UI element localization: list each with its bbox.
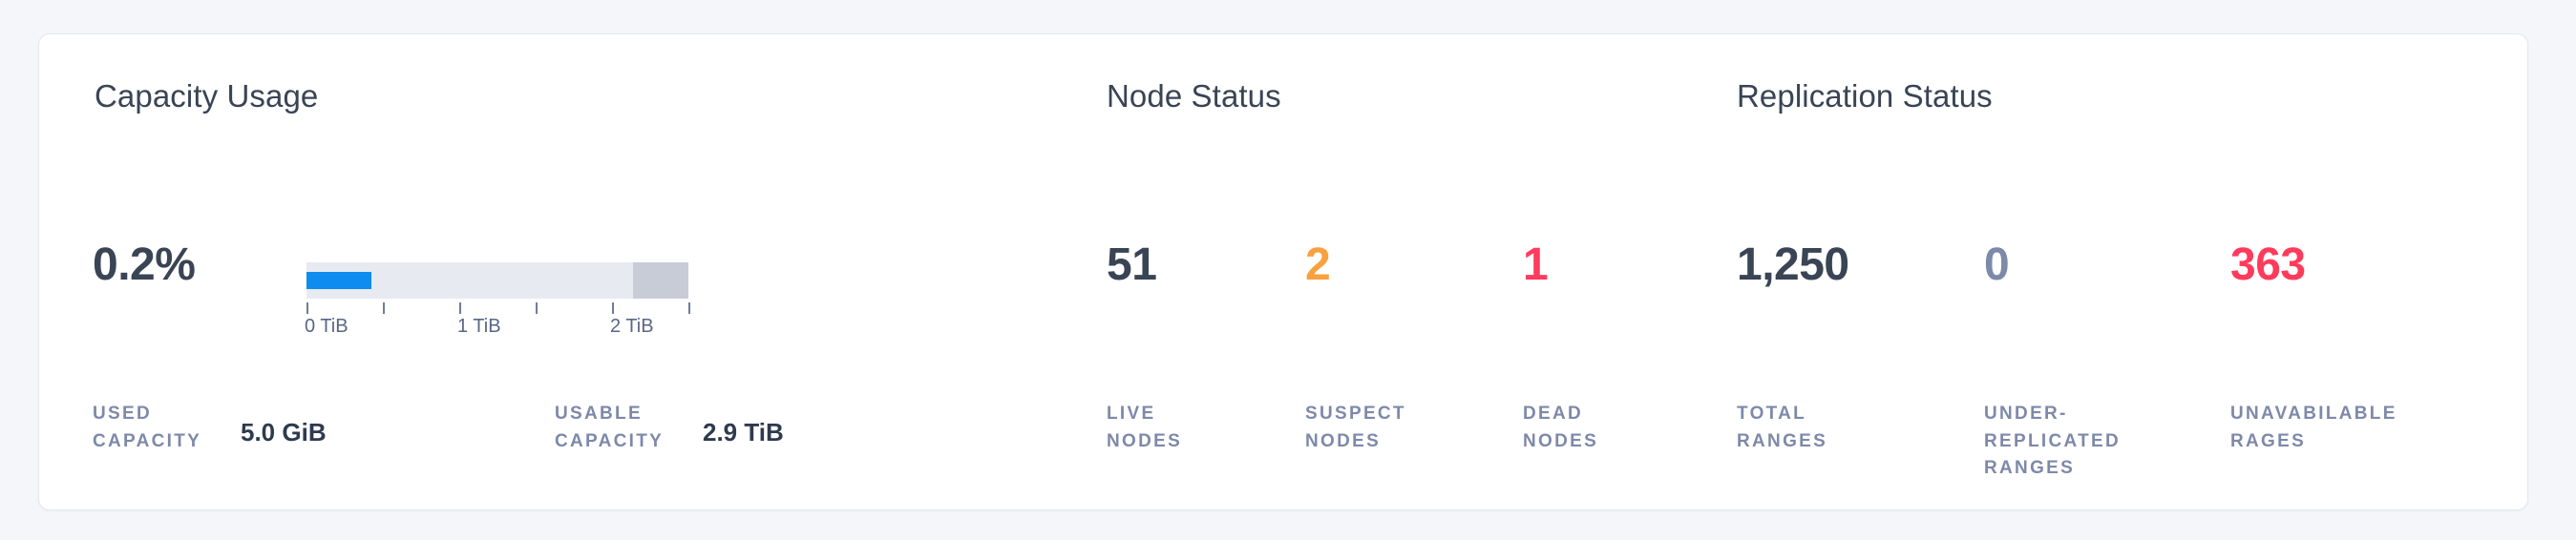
capacity-bar: 0 TiB 1 TiB 2 TiB	[305, 262, 690, 348]
total-ranges-value: 1,250	[1737, 239, 1849, 290]
under-replicated-ranges-value: 0	[1984, 239, 2010, 290]
capacity-usage-section: Capacity Usage 0.2% 0 TiB 1 TiB 2 TiB USED…	[39, 34, 1051, 509]
capacity-axis-tick-label: 0 TiB	[305, 316, 348, 337]
dead-nodes-value: 1	[1523, 239, 1549, 290]
capacity-bar-unusable-segment	[633, 262, 688, 299]
node-status-title: Node Status	[1107, 78, 1281, 114]
unavailable-ranges-value: 363	[2230, 239, 2306, 290]
capacity-bar-axis: 0 TiB 1 TiB 2 TiB	[305, 302, 690, 348]
used-capacity-value: 5.0 GiB	[241, 418, 327, 447]
capacity-axis-tick	[536, 302, 538, 314]
dead-nodes-label: DEAD NODES	[1523, 404, 1599, 451]
capacity-axis-tick	[459, 302, 461, 314]
capacity-axis-tick-label: 2 TiB	[610, 316, 654, 337]
used-capacity-label: USED CAPACITY	[93, 404, 202, 451]
suspect-nodes-value: 2	[1305, 239, 1331, 290]
unavailable-ranges-label: UNAVABILABLE RAGES	[2230, 404, 2397, 451]
capacity-bar-used-segment	[306, 272, 371, 289]
live-nodes-value: 51	[1107, 239, 1157, 290]
capacity-axis-tick-label: 1 TiB	[457, 316, 501, 337]
usable-capacity-value: 2.9 TiB	[703, 418, 784, 447]
usable-capacity-stat: USABLE CAPACITY 2.9 TiB	[555, 401, 784, 455]
replication-status-section: Replication Status 1,250 TOTAL RANGES 0 …	[1681, 34, 2529, 509]
suspect-nodes-label: SUSPECT NODES	[1305, 404, 1406, 451]
capacity-usage-title: Capacity Usage	[95, 78, 319, 114]
replication-status-title: Replication Status	[1737, 78, 1993, 114]
live-nodes-label: LIVE NODES	[1107, 404, 1183, 451]
used-capacity-stat: USED CAPACITY 5.0 GiB	[93, 401, 327, 455]
capacity-axis-tick	[688, 302, 690, 314]
capacity-usage-percent: 0.2%	[93, 239, 196, 290]
cluster-overview-card: Capacity Usage 0.2% 0 TiB 1 TiB 2 TiB USED…	[38, 33, 2528, 510]
usable-capacity-label: USABLE CAPACITY	[555, 404, 665, 451]
under-replicated-ranges-label: UNDER- REPLICATED RANGES	[1984, 404, 2121, 478]
capacity-axis-tick	[612, 302, 614, 314]
capacity-axis-tick	[383, 302, 385, 314]
capacity-axis-tick	[306, 302, 308, 314]
node-status-section: Node Status 51 LIVE NODES 2 SUSPECT NODE…	[1051, 34, 1681, 509]
capacity-bar-track	[306, 262, 688, 299]
total-ranges-label: TOTAL RANGES	[1737, 404, 1828, 451]
